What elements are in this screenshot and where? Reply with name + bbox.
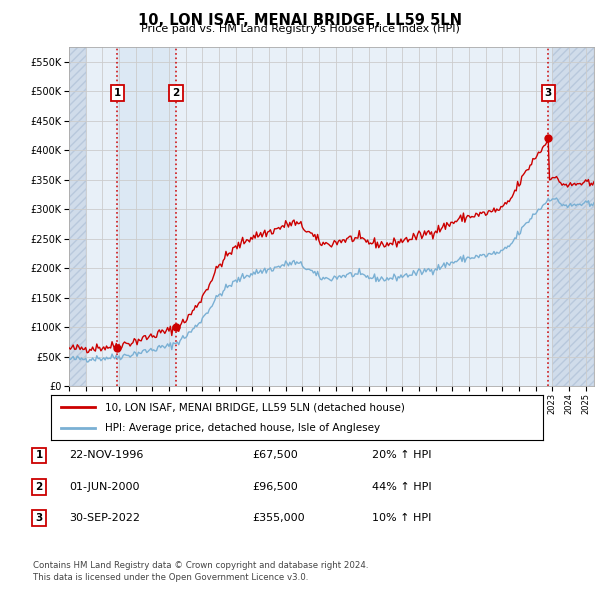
Bar: [69, 47, 86, 386]
Text: 22-NOV-1996: 22-NOV-1996: [69, 451, 143, 460]
Text: 1: 1: [113, 88, 121, 98]
Text: 2: 2: [35, 482, 43, 491]
Text: 10% ↑ HPI: 10% ↑ HPI: [372, 513, 431, 523]
Text: HPI: Average price, detached house, Isle of Anglesey: HPI: Average price, detached house, Isle…: [105, 422, 380, 432]
Text: 10, LON ISAF, MENAI BRIDGE, LL59 5LN: 10, LON ISAF, MENAI BRIDGE, LL59 5LN: [138, 13, 462, 28]
Text: Contains HM Land Registry data © Crown copyright and database right 2024.: Contains HM Land Registry data © Crown c…: [33, 560, 368, 570]
Text: 10, LON ISAF, MENAI BRIDGE, LL59 5LN (detached house): 10, LON ISAF, MENAI BRIDGE, LL59 5LN (de…: [105, 402, 405, 412]
Text: 01-JUN-2000: 01-JUN-2000: [69, 482, 139, 491]
Text: £96,500: £96,500: [252, 482, 298, 491]
Bar: [548, 47, 553, 386]
Text: £355,000: £355,000: [252, 513, 305, 523]
Text: 2: 2: [172, 88, 179, 98]
Text: 1: 1: [35, 451, 43, 460]
Bar: [553, 47, 594, 386]
Text: Price paid vs. HM Land Registry's House Price Index (HPI): Price paid vs. HM Land Registry's House …: [140, 24, 460, 34]
Text: This data is licensed under the Open Government Licence v3.0.: This data is licensed under the Open Gov…: [33, 572, 308, 582]
Text: 3: 3: [545, 88, 552, 98]
Text: 44% ↑ HPI: 44% ↑ HPI: [372, 482, 431, 491]
Text: £67,500: £67,500: [252, 451, 298, 460]
Text: 3: 3: [35, 513, 43, 523]
Bar: [553, 47, 594, 386]
Bar: [117, 47, 176, 386]
Text: 30-SEP-2022: 30-SEP-2022: [69, 513, 140, 523]
Text: 20% ↑ HPI: 20% ↑ HPI: [372, 451, 431, 460]
Bar: [69, 47, 86, 386]
